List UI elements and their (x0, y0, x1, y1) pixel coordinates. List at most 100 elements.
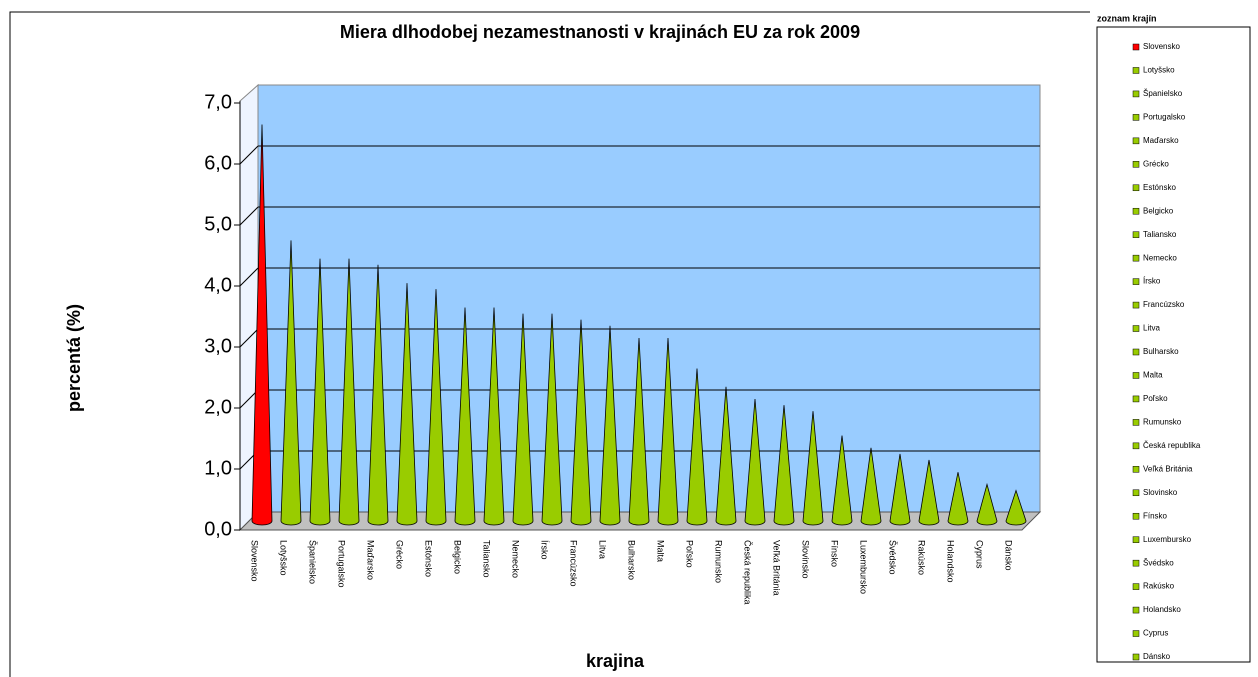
cone (628, 337, 650, 526)
cone (251, 124, 273, 526)
cone (947, 472, 969, 526)
legend-label: Taliansko (1143, 230, 1177, 239)
x-tick-label: Poľsko (685, 540, 695, 568)
y-tick-label: 0,0 (204, 518, 232, 540)
x-tick-label: Maďarsko (366, 540, 376, 580)
y-tick-label: 7,0 (204, 91, 232, 113)
cone (512, 313, 534, 526)
legend-label: Slovinsko (1143, 488, 1178, 497)
cone (889, 453, 911, 526)
cone (918, 459, 940, 526)
legend-label: Portugalsko (1143, 112, 1186, 121)
x-tick-label: Holandsko (946, 540, 956, 583)
legend-label: Cyprus (1143, 629, 1168, 638)
cone (309, 258, 331, 526)
legend-label: Dánsko (1143, 652, 1171, 661)
x-tick-label: Slovensko (250, 540, 260, 582)
legend-swatch (1132, 137, 1140, 145)
legend-swatch (1132, 348, 1140, 356)
legend-swatch (1132, 512, 1140, 520)
x-tick-label: Veľká Británia (772, 540, 782, 596)
legend-label: Poľsko (1143, 394, 1168, 403)
x-tick-label: Fínsko (830, 540, 840, 567)
x-tick-label: Francúzsko (569, 540, 579, 587)
cone (338, 258, 360, 526)
cone (686, 368, 708, 526)
legend-label: Švédsko (1143, 558, 1174, 567)
legend-swatch (1132, 536, 1140, 543)
cone (396, 283, 418, 526)
legend-swatch (1132, 301, 1140, 309)
y-tick-label: 1,0 (204, 457, 232, 479)
x-tick-label: Írsko (540, 540, 550, 560)
back-wall (257, 84, 1041, 513)
legend-label: Írsko (1143, 277, 1161, 286)
x-tick-label: Slovinsko (801, 540, 811, 579)
legend-swatch (1132, 442, 1140, 450)
x-tick-label: Estónsko (424, 540, 434, 577)
legend-box (1096, 26, 1251, 663)
legend-swatch (1132, 559, 1140, 567)
x-tick-label: Dánsko (1004, 540, 1014, 571)
legend-label: Nemecko (1143, 253, 1177, 262)
y-tick-label: 6,0 (204, 152, 232, 174)
legend-swatch (1132, 254, 1140, 262)
y-axis-title: percentá (%) (64, 304, 84, 412)
cone (454, 307, 476, 526)
x-axis-title: krajina (586, 651, 645, 671)
x-tick-label: Portugalsko (337, 540, 347, 588)
legend-swatch (1132, 43, 1140, 51)
legend-label: Rumunsko (1143, 417, 1182, 426)
cone (1005, 489, 1027, 526)
y-tick-label: 5,0 (204, 213, 232, 235)
x-tick-label: Luxembursko (859, 540, 869, 594)
y-tick-label: 3,0 (204, 335, 232, 357)
legend-label: Česká republika (1143, 441, 1201, 450)
legend-swatch (1132, 184, 1140, 192)
legend-swatch (1132, 90, 1140, 98)
legend-swatch (1132, 653, 1140, 661)
cone (657, 337, 679, 526)
x-tick-label: Rakúsko (917, 540, 927, 575)
legend-swatch (1132, 231, 1140, 238)
cone (715, 386, 737, 526)
cone (483, 307, 505, 526)
y-tick-label: 4,0 (204, 274, 232, 296)
x-tick-label: Taliansko (482, 540, 492, 578)
legend-label: Maďarsko (1143, 136, 1179, 145)
legend-label: Holandsko (1143, 605, 1181, 614)
legend-swatch (1132, 630, 1140, 637)
x-tick-label: Lotyšsko (279, 540, 289, 576)
legend-swatch (1132, 325, 1140, 332)
cone (570, 319, 592, 526)
cone (802, 411, 824, 526)
x-tick-label: Španielsko (308, 540, 318, 584)
legend-title: zoznam krajín (1097, 13, 1157, 23)
grid-line-side (239, 206, 259, 226)
legend-label: Litva (1143, 324, 1160, 333)
legend-label: Slovensko (1143, 42, 1180, 51)
legend-label: Fínsko (1143, 511, 1168, 520)
x-tick-label: Malta (656, 540, 666, 562)
legend-swatch (1132, 278, 1140, 285)
cone (599, 325, 621, 526)
legend-swatch (1132, 419, 1140, 426)
cone (773, 405, 795, 526)
legend-label: Belgicko (1143, 206, 1174, 215)
cone (541, 313, 563, 526)
legend-label: Malta (1143, 371, 1163, 380)
legend-swatch (1132, 395, 1140, 403)
legend-label: Luxembursko (1143, 535, 1192, 544)
cone (280, 240, 302, 526)
y-tick-label: 2,0 (204, 396, 232, 418)
legend-label: Francúzsko (1143, 300, 1185, 309)
legend-label: Lotyšsko (1143, 66, 1175, 75)
grid-line-side (239, 267, 259, 287)
legend-swatch (1132, 114, 1140, 121)
cone (976, 482, 998, 526)
grid-line-side (239, 328, 259, 348)
cone (860, 447, 882, 526)
legend-swatch (1132, 606, 1140, 614)
cone (831, 435, 853, 526)
